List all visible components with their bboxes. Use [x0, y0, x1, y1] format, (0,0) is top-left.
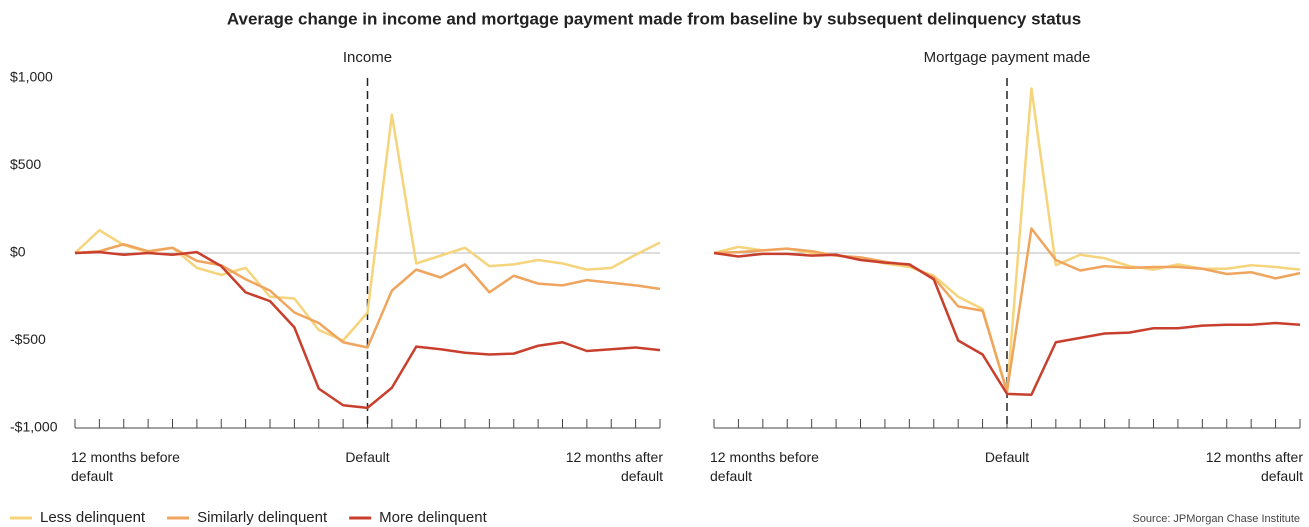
x-tick-label: 12 months after default: [565, 449, 663, 484]
x-tick-label: 12 months before default: [710, 449, 819, 484]
legend-label: Less delinquent: [40, 509, 146, 526]
y-tick-label: -$500: [10, 331, 46, 347]
y-tick-label: $0: [10, 244, 26, 260]
y-tick-label: -$1,000: [10, 419, 58, 435]
chart-title: Average change in income and mortgage pa…: [227, 9, 1081, 28]
panel-title: Income: [343, 49, 392, 66]
line-series: [74, 243, 661, 349]
x-tick-label: 12 months before default: [71, 449, 180, 484]
x-tick-label: 12 months after default: [1205, 449, 1303, 484]
y-tick-label: $1,000: [10, 69, 53, 85]
x-tick-label: Default: [984, 449, 1030, 465]
legend-label: More delinquent: [379, 509, 487, 526]
line-series: [74, 250, 661, 410]
panel-title: Mortgage payment made: [924, 49, 1091, 66]
y-tick-label: $500: [10, 156, 41, 172]
legend-label: Similarly delinquent: [197, 509, 328, 526]
line-series: [713, 227, 1301, 393]
x-tick-label: Default: [345, 449, 390, 465]
line-series: [713, 251, 1301, 396]
source: Source: JPMorgan Chase Institute: [1132, 513, 1300, 525]
